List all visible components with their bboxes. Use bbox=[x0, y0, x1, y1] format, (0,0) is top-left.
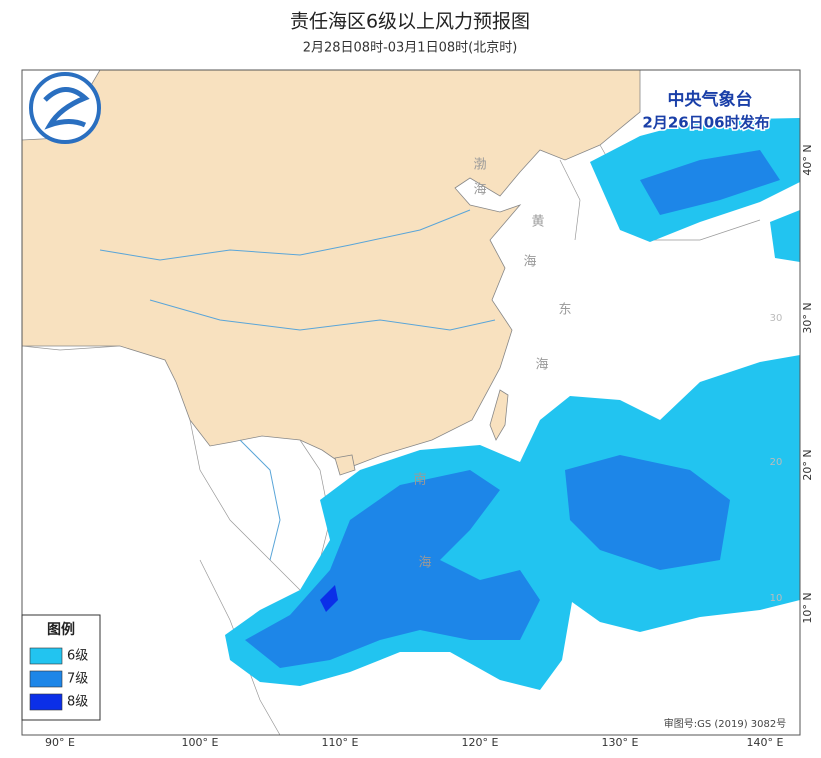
sea-label: 海 bbox=[535, 358, 548, 373]
hainan bbox=[334, 454, 356, 476]
legend: 图例 6级 7级 8级 bbox=[21, 614, 101, 721]
lat-label: 10° N bbox=[801, 592, 814, 623]
wind-zone-7-east bbox=[565, 455, 730, 570]
inner-lat-label: 10 bbox=[770, 593, 783, 604]
sea-label: 黄 bbox=[531, 215, 544, 230]
legend-label: 6级 bbox=[67, 649, 88, 664]
logo bbox=[29, 72, 101, 144]
lon-label: 130° E bbox=[602, 736, 639, 749]
lat-label: 20° N bbox=[801, 449, 814, 480]
china-land bbox=[22, 70, 641, 469]
legend-label: 8级 bbox=[67, 695, 88, 710]
inner-lat-label: 30 bbox=[770, 313, 783, 324]
logo-mark bbox=[43, 87, 90, 130]
approval: 审图号:GS (2019) 3082号 bbox=[664, 717, 787, 730]
lat-label: 30° N bbox=[801, 302, 814, 333]
title: 责任海区6级以上风力预报图 bbox=[290, 11, 530, 33]
legend-label: 7级 bbox=[67, 672, 88, 687]
sea-label: 海 bbox=[473, 183, 486, 198]
lon-label: 100° E bbox=[182, 736, 219, 749]
legend-swatch bbox=[29, 647, 63, 665]
subtitle: 2月28日08时-03月1日08时(北京时) bbox=[303, 41, 518, 56]
lon-label: 90° E bbox=[45, 736, 75, 749]
wind-zone-7-north bbox=[640, 150, 780, 215]
wind-zone-6-east bbox=[770, 210, 800, 262]
sea-label: 海 bbox=[523, 255, 536, 270]
sea-label: 渤 bbox=[473, 157, 486, 173]
sea-label: 南 bbox=[413, 472, 426, 488]
lon-label: 110° E bbox=[322, 736, 359, 749]
lon-label: 140° E bbox=[747, 736, 784, 749]
legend-title: 图例 bbox=[47, 621, 75, 638]
map-area bbox=[22, 70, 800, 735]
legend-swatch bbox=[29, 693, 63, 711]
wind-zone-8 bbox=[320, 585, 338, 612]
lon-label: 120° E bbox=[462, 736, 499, 749]
issue-time: 2月26日06时发布 bbox=[642, 114, 769, 132]
inner-lat-label: 20 bbox=[770, 457, 783, 468]
taiwan bbox=[489, 389, 509, 441]
sea-label: 东 bbox=[558, 303, 571, 318]
rivers bbox=[99, 209, 496, 561]
lat-label: 40° N bbox=[801, 144, 814, 175]
sea-label: 海 bbox=[418, 556, 431, 571]
wind-zone-7 bbox=[245, 470, 540, 668]
map-frame bbox=[21, 69, 801, 736]
legend-swatch bbox=[29, 670, 63, 688]
agency: 中央气象台 bbox=[668, 89, 753, 110]
